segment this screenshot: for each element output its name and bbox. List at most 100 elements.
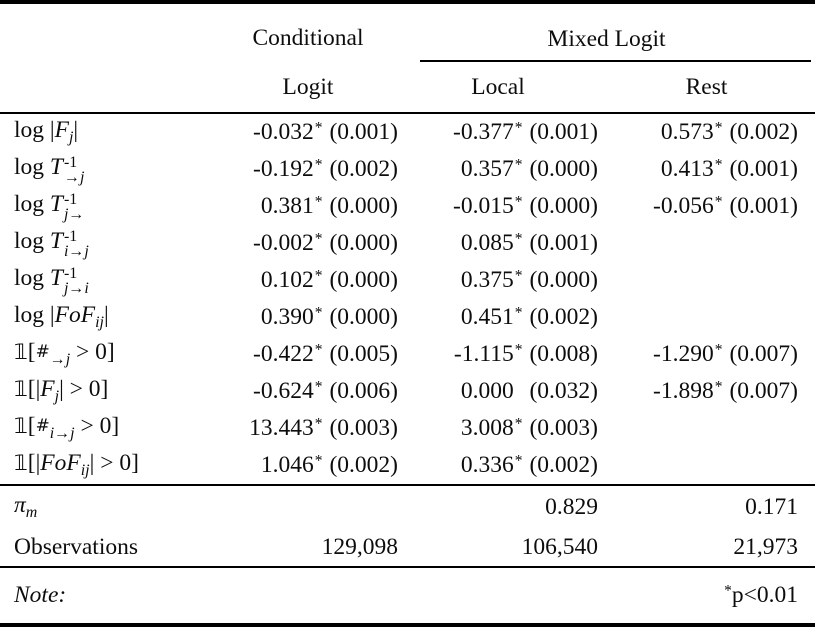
coef-value: 0.102 — [260, 267, 314, 293]
coef-value: 0.381 — [260, 193, 314, 219]
coef-cell: -0.015* (0.000) — [398, 188, 598, 225]
coef-cell — [598, 262, 815, 299]
stat-cell: 0.829 — [545, 493, 598, 520]
coef-cell: -0.056* (0.001) — [598, 188, 815, 225]
coef-value: 13.443 — [249, 415, 314, 441]
logit-column-header: Logit — [218, 62, 398, 114]
std-error: (0.000) — [529, 267, 598, 293]
coef-cell — [598, 225, 815, 262]
table-row: log |Fj| -0.032* (0.001) -0.377* (0.001) 0.57… — [0, 113, 815, 151]
std-error: (0.001) — [529, 119, 598, 145]
coef-cell: 0.381* (0.000) — [218, 188, 398, 225]
stat-cell: 106,540 — [521, 533, 598, 560]
row-label-cell: log T -1 j→i — [0, 262, 218, 299]
label-part: 𝟙 — [14, 340, 28, 366]
label-part: | — [73, 117, 79, 144]
std-error: (0.007) — [729, 341, 798, 367]
coef-cell: 1.046* (0.002) — [218, 447, 398, 485]
coef-value: 0.375 — [460, 267, 514, 293]
std-error: (0.002) — [729, 119, 798, 145]
significance-star: * — [314, 230, 323, 248]
significance-star: * — [514, 452, 523, 470]
significance-star: * — [314, 304, 323, 322]
coef-cell: -1.898* (0.007) — [598, 373, 815, 410]
subscript: →j — [63, 169, 85, 187]
label-part: F — [40, 376, 55, 403]
label-part: | — [103, 302, 109, 329]
coef-cell: 13.443* (0.003) — [218, 410, 398, 447]
label-part: [ — [27, 339, 36, 366]
significance-legend: *p<0.01 — [598, 567, 815, 625]
coef-cell: -0.377* (0.001) — [398, 113, 598, 151]
coef-value: -0.377 — [453, 119, 514, 145]
significance-star: * — [314, 415, 323, 433]
subscript: j→i — [63, 280, 89, 298]
label-part: | — [49, 302, 55, 329]
empty-cell — [398, 567, 598, 625]
label-part: 𝟙 — [14, 414, 28, 440]
label-part: | > 0] — [89, 450, 139, 477]
std-error: (0.006) — [329, 378, 398, 404]
coef-cell: 0.336* (0.002) — [398, 447, 598, 485]
significance-star: * — [714, 156, 723, 174]
row-label-cell: log T -1 i→j — [0, 225, 218, 262]
label-part: [| — [27, 376, 41, 403]
coefficients-section: log |Fj| -0.032* (0.001) -0.377* (0.001) 0.57… — [0, 113, 815, 485]
std-error: (0.000) — [329, 193, 398, 219]
coef-value: 0.390 — [260, 304, 314, 330]
coef-cell — [598, 410, 815, 447]
significance-star: * — [314, 452, 323, 470]
std-error: (0.002) — [329, 156, 398, 182]
coef-value: -0.624 — [253, 378, 314, 404]
significance-star: * — [514, 156, 523, 174]
label-part: log — [14, 302, 50, 329]
coef-value: -0.192 — [253, 156, 314, 182]
coef-value: 0.336 — [460, 452, 514, 478]
coef-value: 0.451 — [460, 304, 514, 330]
coef-cell: 0.085* (0.001) — [398, 225, 598, 262]
std-error: (0.008) — [529, 341, 598, 367]
label-part: [ — [27, 413, 36, 440]
conditional-group-label: Conditional — [252, 25, 364, 51]
statistics-section: πm 0.829 0.171 Observations 129,098 106,540 21… — [0, 485, 815, 567]
significance-star: * — [714, 119, 723, 137]
table-row: log T -1 i→j -0.002* (0.000) 0.085* (0.001) — [0, 225, 815, 262]
coef-value: 3.008 — [460, 415, 514, 441]
significance-star: * — [314, 267, 323, 285]
coef-cell: -0.032* (0.001) — [218, 113, 398, 151]
coef-cell: 0.357* (0.000) — [398, 151, 598, 188]
label-part: ij — [80, 462, 90, 480]
mixed-logit-group-header: Mixed Logit — [398, 2, 815, 62]
coef-cell: 0.000*(0.032) — [398, 373, 598, 410]
std-error: (0.002) — [529, 304, 598, 330]
std-error: (0.005) — [329, 341, 398, 367]
coef-value: -1.290 — [653, 341, 714, 367]
row-label-cell: 𝟙[#→j > 0] — [0, 336, 218, 373]
std-error: (0.001) — [729, 156, 798, 182]
coef-value: 0.000 — [460, 378, 514, 404]
row-label-cell: log T -1 →j — [0, 151, 218, 188]
stacked-script: -1 i→j — [64, 229, 89, 260]
significance-star: * — [314, 119, 323, 137]
coef-value: 0.357 — [460, 156, 514, 182]
std-error: (0.003) — [529, 415, 598, 441]
coef-cell: 3.008* (0.003) — [398, 410, 598, 447]
label-part: [| — [27, 450, 41, 477]
std-error: (0.000) — [529, 156, 598, 182]
label-part: log — [14, 117, 50, 144]
empty-header-cell — [0, 62, 218, 114]
stacked-script: -1 j→i — [63, 266, 89, 298]
label-part: Observations — [14, 533, 139, 560]
label-part: π — [14, 491, 26, 518]
row-label-cell: log |FoFij| — [0, 299, 218, 336]
significance-star: * — [314, 193, 323, 211]
stat-cell — [218, 485, 398, 528]
label-part: →j — [49, 351, 71, 369]
coef-value: 0.085 — [460, 230, 514, 256]
coef-cell — [598, 299, 815, 336]
stat-cell: 21,973 — [733, 533, 798, 560]
label-part: i→j — [49, 425, 75, 443]
column-group-row: Conditional Mixed Logit — [0, 2, 815, 62]
coef-cell: -1.290* (0.007) — [598, 336, 815, 373]
